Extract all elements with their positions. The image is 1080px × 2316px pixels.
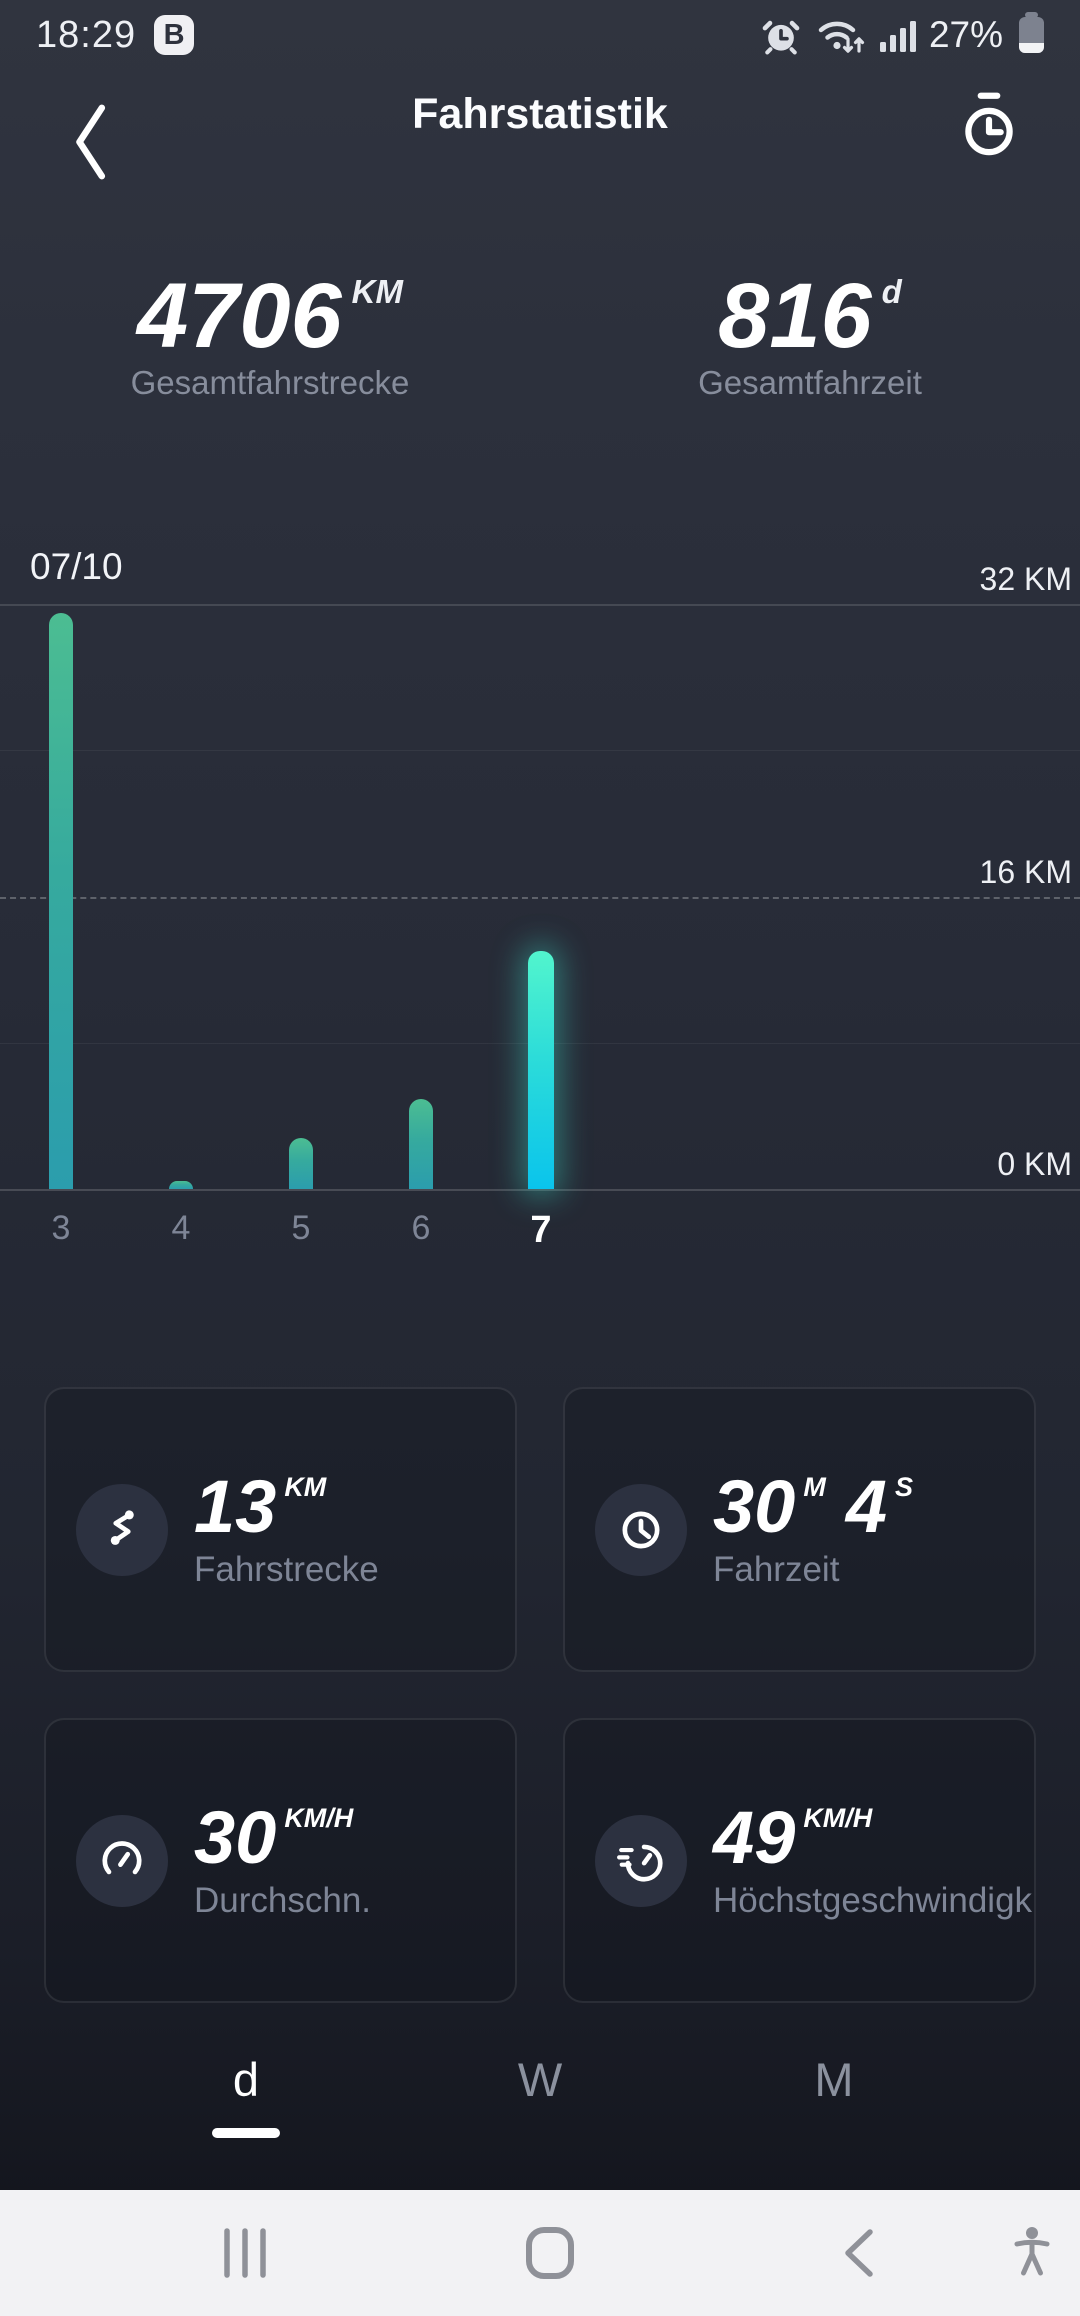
chart-bar-day-3[interactable] [49,613,73,1189]
back-icon[interactable] [840,2227,876,2279]
gridline [0,750,1080,752]
status-time: 18:29 [36,13,137,56]
total-time: 816 d Gesamtfahrzeit [540,270,1080,430]
tab-active-underline [212,2128,280,2139]
total-distance-value: 4706 [137,265,342,367]
y-axis-tick: 0 KM [997,1146,1072,1182]
recents-icon[interactable] [219,2228,271,2278]
battery-percent: 27% [928,14,1003,55]
status-icons: 27% [759,12,1044,57]
alarm-icon [759,13,803,57]
chart-bar-day-6[interactable] [409,1099,433,1189]
accessibility-icon[interactable] [1006,2225,1058,2281]
timer-speed-icon [595,1814,687,1907]
total-distance-unit: KM [351,273,403,310]
card-value: 30 KM/H [194,1795,354,1879]
card-label: Höchstgeschwindigk [713,1880,1033,1920]
stat-card-fahrzeit: 30 M 4 S Fahrzeit [563,1387,1036,1672]
gridline [0,1189,1080,1191]
gridline [0,604,1080,606]
x-axis-label-day-3: 3 [51,1209,71,1247]
total-time-unit: d [881,273,902,310]
page-title: Fahrstatistik [412,90,668,138]
chart-bar-day-7[interactable] [528,951,554,1189]
android-nav-bar [0,2190,1080,2316]
back-button[interactable] [62,100,118,184]
stat-card-fahrstrecke: 13 KM Fahrstrecke [44,1387,517,1672]
route-icon [76,1483,168,1576]
card-label: Fahrzeit [713,1549,840,1589]
card-value: 49 KM/H [713,1795,873,1879]
tab-d[interactable]: d [200,2052,292,2139]
gridline-dashed [0,896,1080,899]
tab-label: d [232,2053,260,2106]
tab-label: W [517,2053,563,2106]
total-distance-label: Gesamtfahrstrecke [130,364,410,401]
chart-bar-day-4[interactable] [169,1181,193,1189]
chart-period-label: 07/10 [30,546,123,587]
card-value: 30 M 4 S [713,1464,913,1548]
clock-icon [595,1483,687,1576]
tab-M[interactable]: M [788,2052,880,2138]
tab-W[interactable]: W [494,2052,586,2138]
header: Fahrstatistik [0,70,1080,210]
y-axis-tick: 32 KM [979,561,1072,597]
x-axis-label-day-5: 5 [291,1209,311,1247]
summary-section: 4706 KM Gesamtfahrstrecke 816 d Gesamtfahr… [0,270,1080,430]
x-axis-label-day-6: 6 [411,1209,431,1247]
tab-label: M [814,2053,854,2106]
card-label: Fahrstrecke [194,1549,379,1589]
y-axis-tick: 16 KM [979,853,1072,890]
x-axis-label-day-7: 7 [530,1209,552,1251]
home-icon[interactable] [525,2226,575,2280]
stopwatch-history-button[interactable] [956,88,1022,164]
total-time-value: 816 [718,265,872,367]
total-time-label: Gesamtfahrzeit [698,364,922,401]
wifi-traffic-icon [815,13,867,57]
card-label: Durchschn. [194,1880,372,1920]
notification-badge-b: B [154,15,195,55]
status-bar: 18:29 B [0,0,1080,70]
signal-icon [879,16,917,54]
x-axis-label-day-4: 4 [171,1209,191,1247]
battery-icon [1019,12,1044,53]
gauge-icon [76,1814,168,1907]
stat-card-h-chstgeschwindigk: 49 KM/H Höchstgeschwindigk [563,1718,1036,2003]
stat-card-durchschn-: 30 KM/H Durchschn. [44,1718,517,2003]
total-distance: 4706 KM Gesamtfahrstrecke [0,270,540,430]
chart-bar-day-5[interactable] [289,1137,313,1189]
distance-bar-chart: 07/10 32 KM 16 KM 0 KM 3 4 5 6 7 [0,540,1080,1252]
card-value: 13 KM [194,1464,327,1548]
